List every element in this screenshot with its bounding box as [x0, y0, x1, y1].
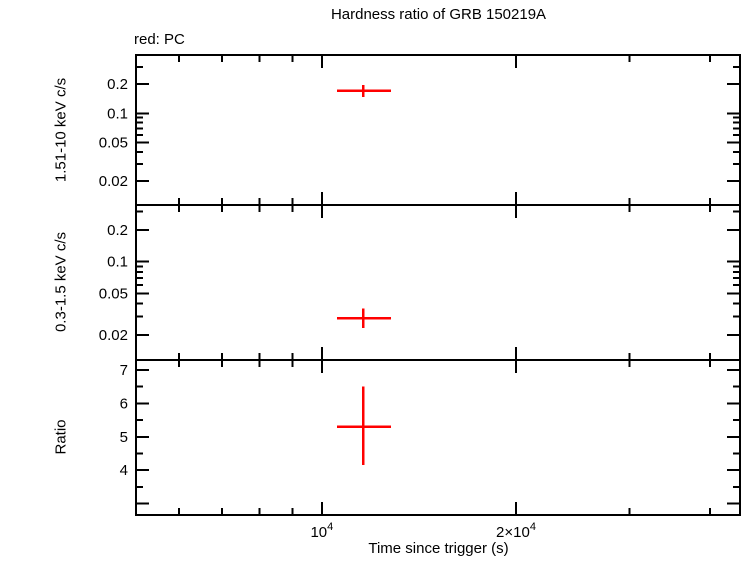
- y-tick-label: 4: [120, 462, 128, 479]
- panel-frame: [135, 54, 741, 206]
- y-tick-label: 0.02: [99, 327, 128, 344]
- y-tick-label: 5: [120, 429, 128, 446]
- chart-title: Hardness ratio of GRB 150219A: [330, 6, 547, 23]
- panel-frame: [135, 359, 741, 516]
- x-axis-label: Time since trigger (s): [368, 540, 509, 557]
- x-tick-label: 2×104: [496, 521, 536, 541]
- y-tick-label: 0.2: [107, 222, 128, 239]
- panel-frame: [135, 204, 741, 361]
- y-tick-label: 0.2: [107, 76, 128, 93]
- y-tick-label: 7: [120, 362, 128, 379]
- y-tick-label: 0.05: [99, 285, 128, 302]
- x-tick-label: 104: [310, 521, 333, 541]
- y-tick-label: 6: [120, 395, 128, 412]
- y-tick-label: 0.05: [99, 134, 128, 151]
- y-tick-label: 0.1: [107, 254, 128, 271]
- y-tick-label: 0.02: [99, 173, 128, 190]
- mode-annotation: red: PC: [134, 31, 185, 48]
- y-tick-label: 0.1: [107, 105, 128, 122]
